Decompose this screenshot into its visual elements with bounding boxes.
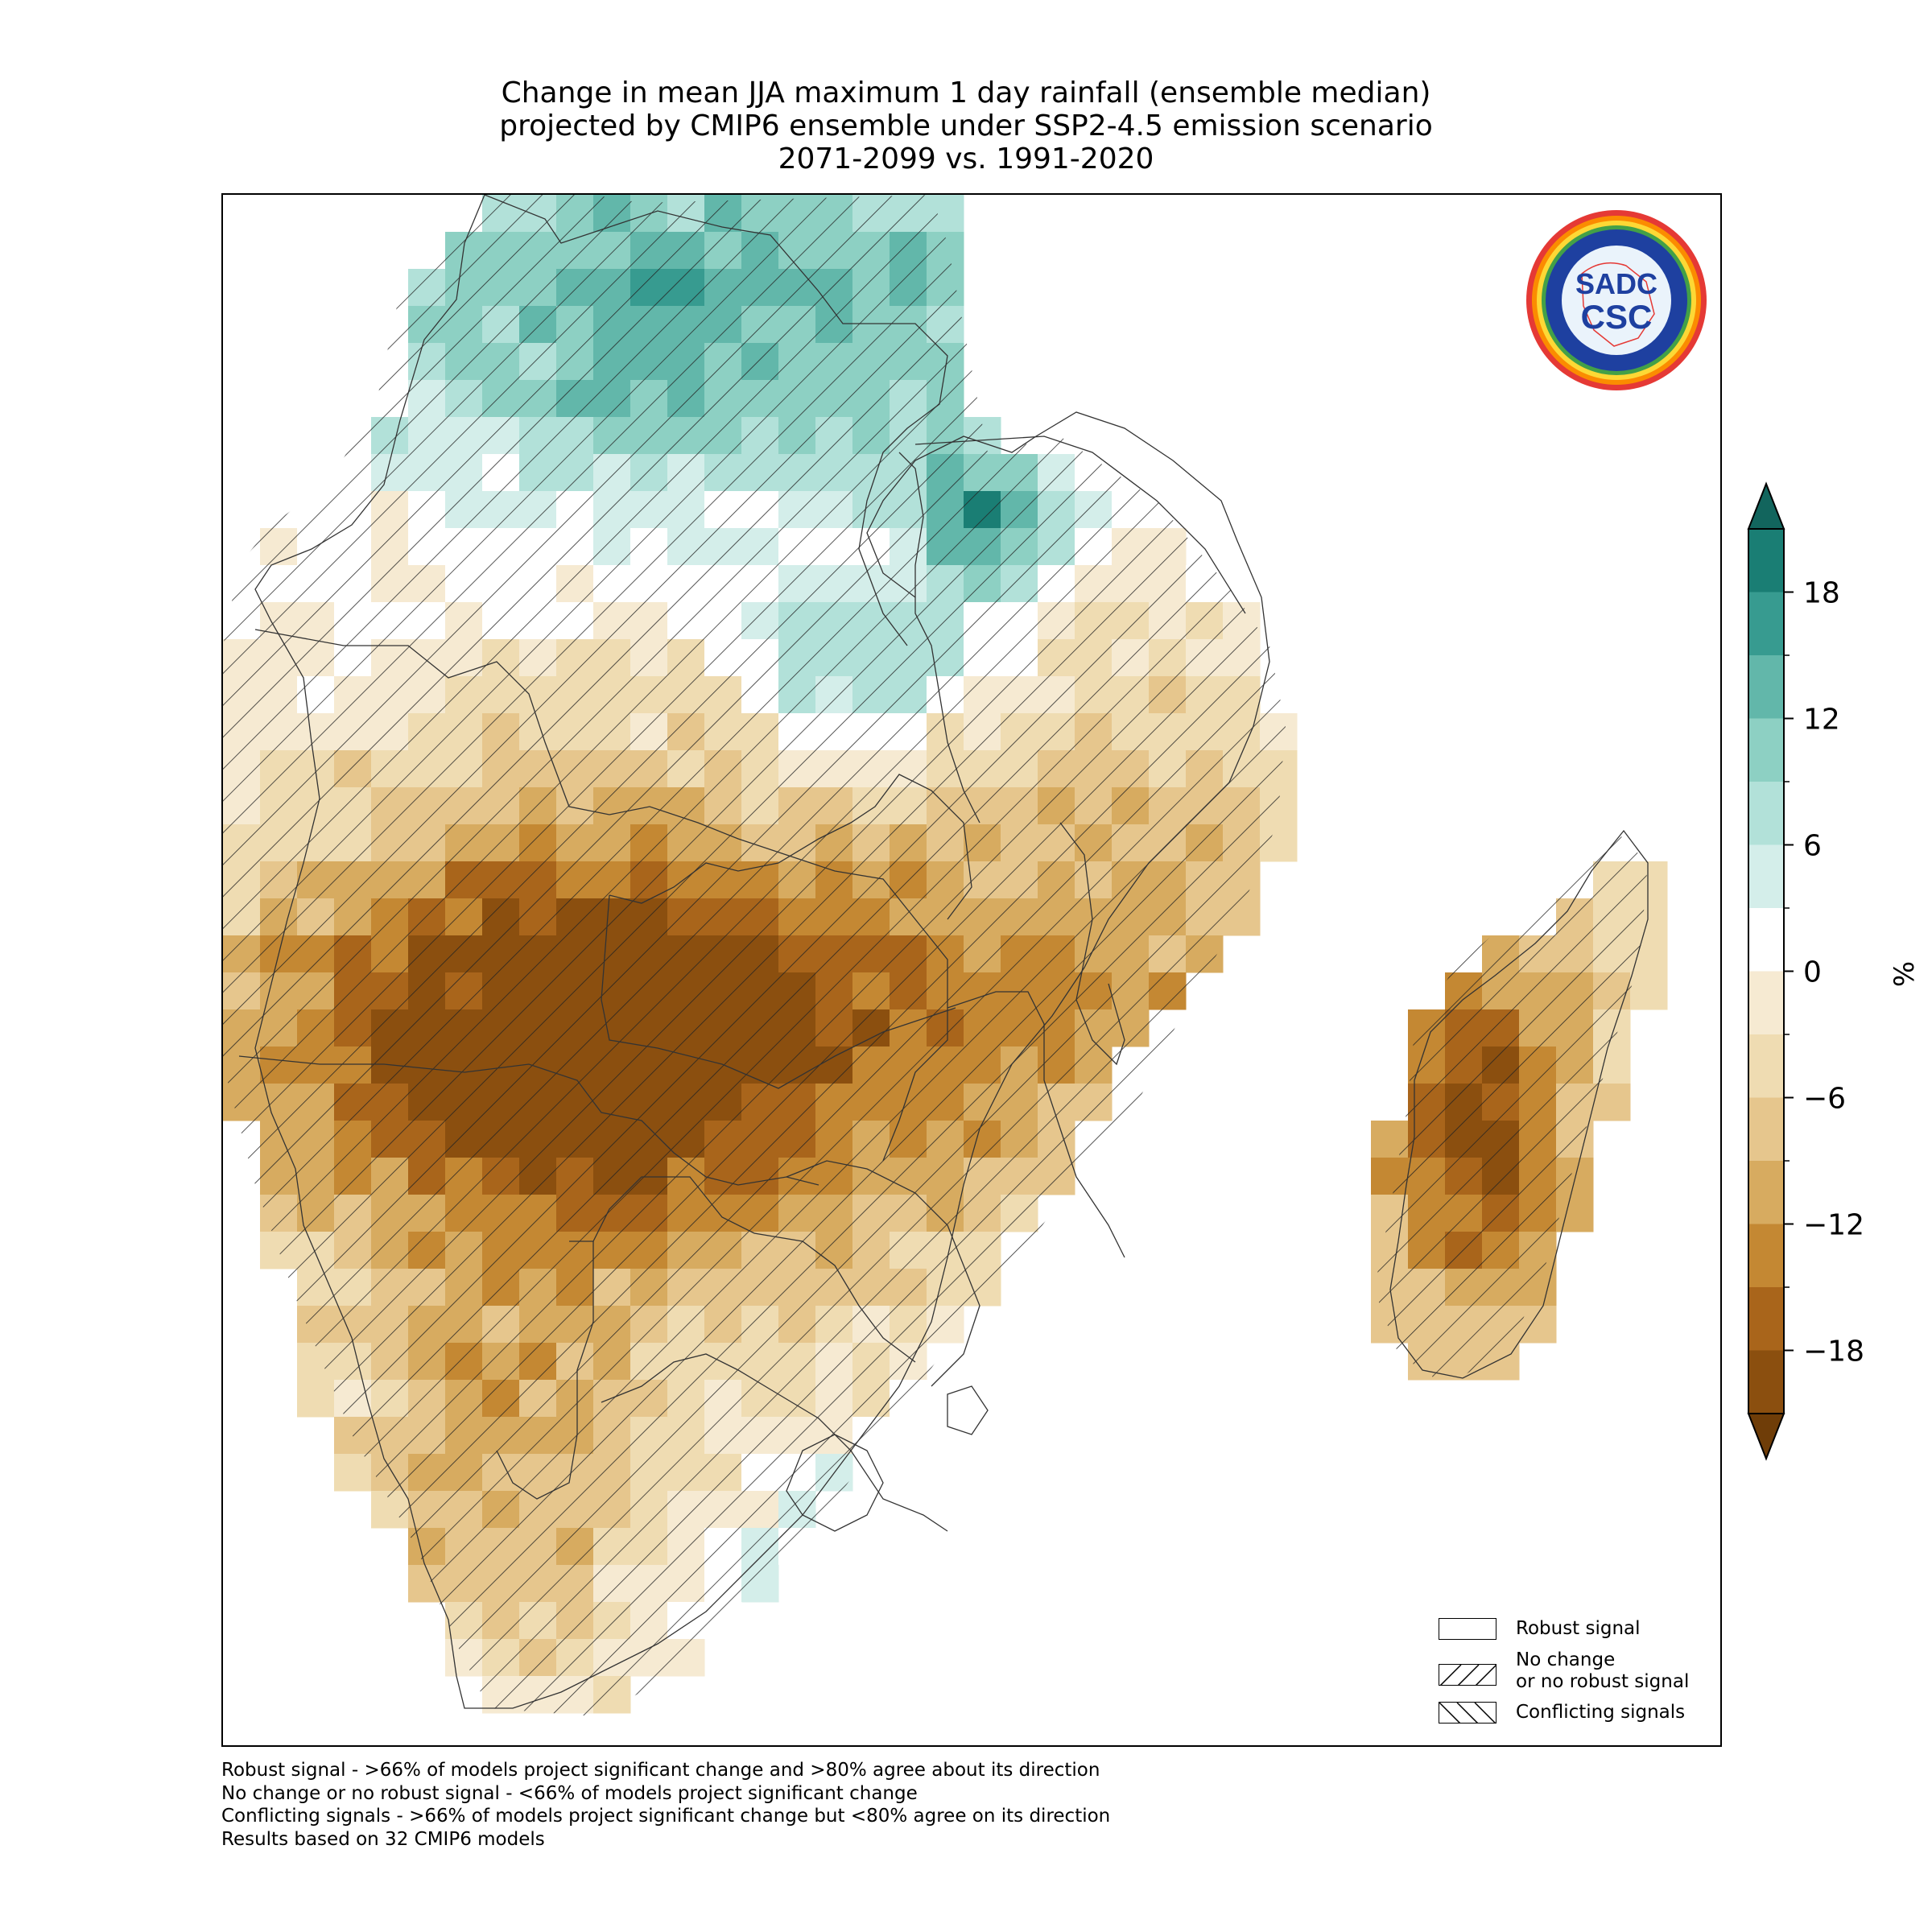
footnotes: Robust signal - >66% of models project s…: [221, 1759, 1110, 1851]
legend-no-change-line1: No change: [1516, 1649, 1616, 1670]
title-line-2: projected by CMIP6 ensemble under SSP2-4…: [499, 109, 1433, 142]
border-north: [484, 195, 948, 646]
map-panel: SADC CSC Robust signal No change or no r…: [221, 193, 1722, 1747]
title-line-3: 2071-2099 vs. 1991-2020: [778, 142, 1154, 175]
colorbar-segment: [1748, 971, 1784, 1035]
rainfall-change-map: [223, 195, 1668, 1716]
grid-cell: [1593, 1084, 1631, 1121]
colorbar-segment: [1748, 718, 1784, 782]
border-central: [254, 629, 948, 1162]
colorbar-segment: [1748, 655, 1784, 719]
border-malawi: [1059, 822, 1125, 1066]
border-zambia: [609, 774, 972, 920]
footnote-robust: Robust signal - >66% of models project s…: [221, 1760, 1100, 1781]
colorbar-segment: [1748, 529, 1784, 592]
legend-robust-label: Robust signal: [1516, 1618, 1641, 1639]
colorbar-segment: [1748, 1224, 1784, 1288]
footnote-conflicting: Conflicting signals - >66% of models pro…: [221, 1806, 1111, 1827]
signal-legend: Robust signal No change or no robust sig…: [1439, 1614, 1712, 1733]
colorbar-tick-label: 6: [1803, 830, 1822, 863]
footnote-no-change: No change or no robust signal - <66% of …: [221, 1782, 918, 1804]
colorbar-segment: [1748, 908, 1784, 972]
colorbar-tick-label: −12: [1803, 1209, 1864, 1242]
legend-no-change-label: No change or no robust signal: [1516, 1649, 1689, 1693]
colorbar-over-arrow: [1747, 481, 1785, 530]
footnote-models: Results based on 32 CMIP6 models: [221, 1828, 545, 1850]
border-zambia-south: [601, 894, 956, 1089]
colorbar-segment: [1748, 1034, 1784, 1098]
colorbar-ticks: 18 12 6 0 −6 −12 −18: [1784, 577, 1864, 1368]
border-botswana: [496, 1241, 594, 1500]
coastline-madagascar: [1389, 829, 1649, 1379]
grid-cell: [297, 1380, 335, 1418]
chart-title: Change in mean JJA maximum 1 day rainfal…: [0, 76, 1932, 175]
border-eswatini: [947, 1385, 989, 1435]
border-namibia: [238, 1055, 819, 1186]
colorbar-segment: [1748, 1161, 1784, 1224]
colorbar-segment: [1748, 782, 1784, 845]
legend-robust: Robust signal: [1439, 1614, 1712, 1649]
colorbar-segment: [1748, 592, 1784, 656]
legend-no-change: No change or no robust signal: [1439, 1649, 1712, 1698]
border-south-africa: [601, 1353, 948, 1532]
logo-monogram: SADC: [1575, 267, 1657, 300]
border-zimbabwe: [786, 1160, 980, 1387]
legend-no-change-swatch: [1439, 1664, 1496, 1686]
border-botswana-east: [592, 1176, 916, 1363]
grid-cell: [1630, 972, 1668, 1010]
country-borders: [238, 195, 1649, 1709]
colorbar: 18 12 6 0 −6 −12 −18: [1747, 481, 1864, 1461]
hatching-overlay: [223, 195, 1648, 1716]
colorbar-tick-label: −18: [1803, 1335, 1864, 1368]
legend-conflicting: Conflicting signals: [1439, 1698, 1712, 1733]
border-mozambique: [947, 991, 1125, 1258]
colorbar-tick-label: 12: [1803, 704, 1840, 737]
legend-conflicting-label: Conflicting signals: [1516, 1702, 1686, 1723]
colorbar-tick-label: −6: [1803, 1083, 1846, 1116]
legend-conflicting-swatch: [1439, 1702, 1496, 1724]
border-lesotho: [786, 1434, 884, 1532]
border-drc-lakes: [898, 452, 980, 824]
colorbar-segments: [1747, 481, 1785, 1461]
border-tanzania: [914, 436, 1246, 614]
colorbar-segment: [1748, 1287, 1784, 1351]
grid-cell: [334, 1454, 372, 1492]
sadc-csc-logo: SADC CSC: [1526, 210, 1707, 390]
legend-no-change-line2: or no robust signal: [1516, 1671, 1690, 1692]
colorbar-segment: [1748, 1097, 1784, 1162]
logo-main-text: CSC: [1581, 298, 1653, 336]
colorbar-tick-label: 18: [1803, 577, 1840, 610]
coastline-mainland: [254, 195, 1270, 1709]
colorbar-unit-label: %: [1889, 960, 1922, 988]
colorbar-segment: [1748, 844, 1784, 909]
hatch-madagascar: [1374, 823, 1648, 1386]
colorbar-segment: [1748, 1350, 1784, 1414]
colorbar-tick-label: 0: [1803, 956, 1822, 989]
hatch-mainland: [223, 195, 1286, 1716]
title-line-1: Change in mean JJA maximum 1 day rainfal…: [501, 76, 1431, 109]
colorbar-under-arrow: [1747, 1413, 1785, 1461]
legend-robust-swatch: [1439, 1618, 1496, 1640]
